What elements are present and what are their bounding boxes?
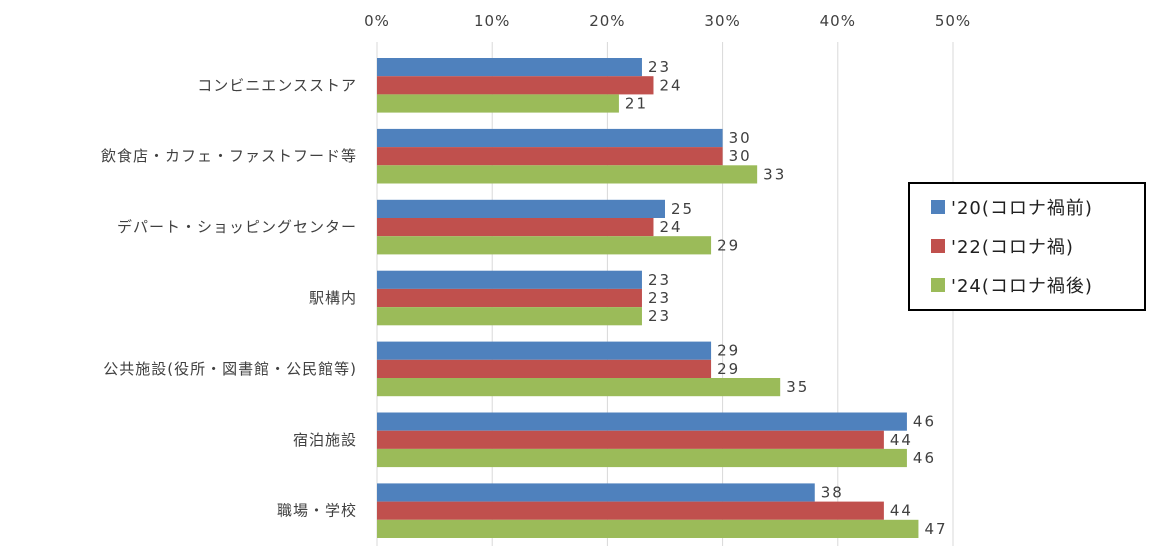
data-label: 24 bbox=[659, 218, 682, 236]
data-label: 38 bbox=[821, 484, 844, 502]
data-label: 33 bbox=[763, 165, 786, 183]
data-label: 23 bbox=[648, 58, 671, 76]
bar bbox=[377, 341, 712, 360]
x-axis-tick-labels: 0% 10% 20% 30% 40% 50% bbox=[364, 12, 971, 30]
bar bbox=[377, 94, 619, 113]
x-tick-label: 0% bbox=[364, 12, 390, 30]
data-label: 29 bbox=[717, 236, 740, 254]
category-label: 飲食店・カフェ・ファストフード等 bbox=[101, 147, 357, 165]
data-label: 30 bbox=[729, 147, 752, 165]
category-label: コンビニエンスストア bbox=[197, 76, 357, 94]
legend-label: '20(コロナ禍前) bbox=[951, 198, 1093, 219]
bar bbox=[377, 359, 712, 378]
x-tick-label: 50% bbox=[935, 12, 971, 30]
category-label: 公共施設(役所・図書館・公民館等) bbox=[103, 360, 357, 378]
data-label: 46 bbox=[913, 449, 936, 467]
data-label: 29 bbox=[717, 342, 740, 360]
data-label: 35 bbox=[786, 378, 809, 396]
data-label: 23 bbox=[648, 271, 671, 289]
data-label: 44 bbox=[890, 502, 913, 520]
category-label: 駅構内 bbox=[309, 289, 357, 307]
data-label: 23 bbox=[648, 289, 671, 307]
bar bbox=[377, 76, 654, 95]
bar bbox=[377, 236, 712, 255]
legend-box bbox=[908, 182, 1146, 311]
data-label: 29 bbox=[717, 360, 740, 378]
x-tick-label: 40% bbox=[820, 12, 856, 30]
bar bbox=[377, 307, 642, 326]
bar bbox=[377, 378, 781, 397]
data-label: 25 bbox=[671, 200, 694, 218]
bar bbox=[377, 199, 665, 218]
bar bbox=[377, 218, 654, 237]
x-tick-label: 20% bbox=[589, 12, 625, 30]
bar bbox=[377, 501, 884, 520]
x-tick-label: 10% bbox=[474, 12, 510, 30]
data-label: 46 bbox=[913, 413, 936, 431]
bar bbox=[377, 147, 723, 166]
bar bbox=[377, 165, 758, 184]
legend-label: '24(コロナ禍後) bbox=[951, 276, 1093, 297]
legend-swatch bbox=[931, 239, 945, 253]
bar bbox=[377, 430, 884, 449]
data-label: 44 bbox=[890, 431, 913, 449]
x-tick-label: 30% bbox=[704, 12, 740, 30]
legend-label: '22(コロナ禍) bbox=[951, 237, 1074, 258]
bar bbox=[377, 288, 642, 308]
legend-swatch bbox=[931, 278, 945, 292]
category-label: デパート・ショッピングセンター bbox=[117, 218, 357, 236]
category-label: 職場・学校 bbox=[277, 502, 357, 520]
category-label: 宿泊施設 bbox=[293, 431, 357, 449]
bar bbox=[377, 128, 723, 148]
category-labels: コンビニエンスストア飲食店・カフェ・ファストフード等デパート・ショッピングセンタ… bbox=[101, 76, 357, 520]
legend: '20(コロナ禍前) '22(コロナ禍) '24(コロナ禍後) bbox=[908, 182, 1146, 311]
data-label: 23 bbox=[648, 307, 671, 325]
data-labels: 2324213030332524292323232929354644463844… bbox=[625, 58, 947, 538]
bar bbox=[377, 58, 642, 77]
bar bbox=[377, 270, 642, 289]
bar bbox=[377, 519, 919, 538]
bar bbox=[377, 448, 907, 468]
bars bbox=[377, 58, 919, 538]
data-label: 24 bbox=[659, 76, 682, 94]
bar bbox=[377, 483, 815, 502]
data-label: 21 bbox=[625, 95, 648, 113]
legend-swatch bbox=[931, 200, 945, 214]
data-label: 30 bbox=[729, 129, 752, 147]
bar bbox=[377, 412, 907, 431]
data-label: 47 bbox=[924, 520, 947, 538]
